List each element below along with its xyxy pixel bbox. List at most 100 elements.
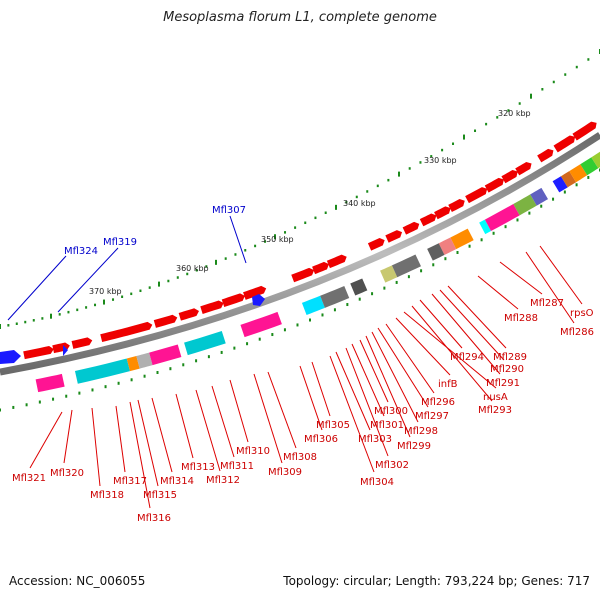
gene-label-mfl315: Mfl315 [143, 490, 177, 501]
gene-label-mfl324: Mfl324 [64, 246, 98, 257]
reverse-gene-block [569, 164, 588, 183]
gene-label-mfl306: Mfl306 [304, 434, 338, 445]
leader-line [411, 305, 493, 402]
gene-label-mfl286: Mfl286 [560, 327, 594, 338]
leader-line [253, 373, 283, 464]
scale-tick [441, 148, 444, 152]
gene-label-mfl289: Mfl289 [493, 352, 527, 363]
forward-gene-arrow [52, 342, 70, 354]
gene-label-mfl294: Mfl294 [450, 352, 484, 363]
leader-line [499, 261, 543, 295]
inner-tick [333, 308, 336, 312]
forward-gene-arrow [326, 254, 347, 269]
reverse-gene-block [552, 176, 568, 193]
genome-backbone [0, 132, 600, 376]
gene-label-infb: infB [438, 379, 458, 390]
scale-tick [139, 289, 142, 293]
scale-tick [121, 295, 124, 299]
forward-gene-arrow [100, 327, 131, 343]
gene-label-mfl296: Mfl296 [421, 397, 455, 408]
inner-tick [104, 385, 107, 389]
blue-feature-mfl307 [252, 294, 265, 306]
scale-tick [376, 184, 379, 188]
scale-tick [419, 161, 422, 164]
scale-tick [254, 244, 257, 248]
scale-tick [148, 286, 151, 289]
leader-line [29, 411, 63, 469]
forward-gene-arrow [465, 187, 488, 204]
scale-tick [496, 116, 499, 119]
gene-label-mfl319: Mfl319 [103, 237, 137, 248]
leader-line [525, 251, 575, 324]
gene-label-mfl301: Mfl301 [370, 420, 404, 431]
scale-tick [234, 253, 237, 256]
leader-line [403, 311, 497, 389]
forward-gene-arrow [537, 148, 554, 163]
gene-label-mfl290: Mfl290 [490, 364, 524, 375]
reverse-gene-block [301, 295, 325, 315]
blue-features [0, 294, 265, 364]
accession-text: Accession: NC_006055 [9, 574, 146, 588]
scale-tick [507, 109, 510, 112]
inner-tick [38, 400, 41, 404]
gene-label-mfl308: Mfl308 [283, 452, 317, 463]
inner-tick [156, 371, 159, 374]
scale-tick [244, 249, 247, 252]
reverse-gene-block [380, 265, 398, 283]
scale-tick [58, 313, 61, 316]
gene-label-mfl311: Mfl311 [220, 461, 254, 472]
inner-tick [444, 257, 447, 261]
leader-line [351, 343, 385, 417]
scale-tick [587, 58, 590, 61]
forward-gene-arrow [125, 321, 153, 336]
gene-label-mfl310: Mfl310 [236, 446, 270, 457]
reverse-gene-block [479, 219, 492, 235]
inner-tick [246, 342, 249, 346]
scale-tick [474, 129, 477, 133]
leader-line [137, 399, 159, 487]
gene-label-mfl307: Mfl307 [212, 205, 246, 216]
scale-label-340: 340 kbp [343, 199, 376, 208]
scale-tick [158, 281, 160, 287]
leader-line [385, 323, 435, 394]
leader-line [129, 401, 151, 509]
scale-labels: 320 kbp 330 kbp 340 kbp 350 kbp 360 kbp … [89, 109, 531, 296]
gene-label-mfl312: Mfl312 [206, 475, 240, 486]
blue-label-lines [7, 215, 247, 321]
forward-gene-arrow [484, 177, 504, 193]
gene-label-mfl309: Mfl309 [268, 467, 302, 478]
scale-tick [366, 190, 369, 193]
scale-tick [430, 155, 433, 158]
scale-tick [284, 231, 287, 234]
inner-tick [346, 303, 349, 307]
inner-tick [563, 190, 566, 194]
gene-label-mfl305: Mfl305 [316, 420, 350, 431]
gene-label-mfl314: Mfl314 [160, 476, 194, 487]
inner-tick [420, 269, 423, 273]
inner-tick [130, 378, 133, 382]
blue-feature-mfl319 [63, 345, 68, 356]
reverse-gene-block [136, 352, 153, 369]
reverse-gene-block [350, 278, 368, 296]
scale-tick [103, 299, 105, 305]
scale-tick [452, 142, 455, 146]
inner-tick [492, 231, 495, 235]
inner-tick [395, 280, 398, 284]
forward-gene-arrow [221, 293, 245, 308]
inner-tick [65, 394, 68, 398]
reverse-gene-block [438, 237, 457, 255]
inner-tick [271, 333, 274, 337]
inner-tick [143, 374, 146, 378]
inner-tick [78, 391, 81, 395]
scale-tick [215, 259, 217, 265]
scale-tick [314, 216, 317, 220]
scale-label-350: 350 kbp [261, 235, 294, 244]
inner-tick [587, 175, 590, 179]
gene-label-mfl303: Mfl303 [358, 434, 392, 445]
forward-gene-arrow [419, 213, 437, 227]
reverse-gene-block [513, 194, 537, 216]
gene-label-mfl300: Mfl300 [374, 406, 408, 417]
leader-line [267, 371, 297, 449]
scale-label-320: 320 kbp [498, 109, 531, 118]
